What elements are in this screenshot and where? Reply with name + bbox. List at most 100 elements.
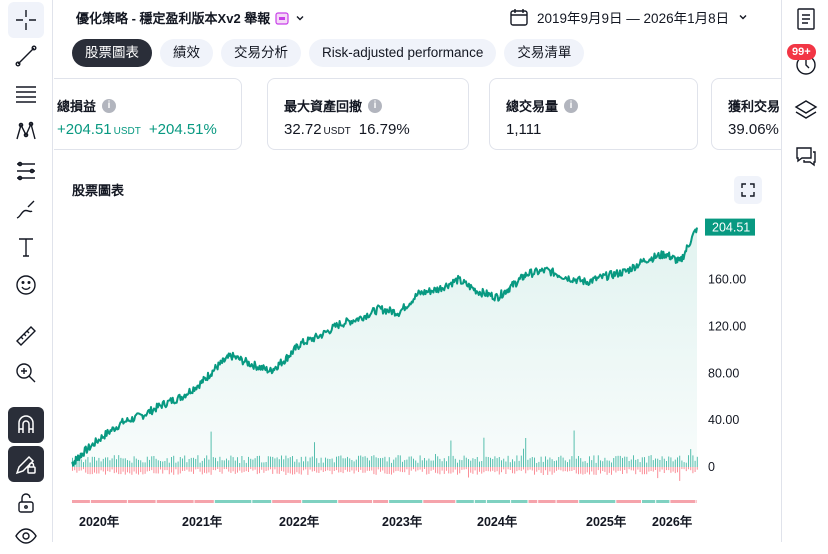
- trade-bar-negative: [256, 467, 258, 475]
- trade-bar-negative: [118, 467, 120, 475]
- lock-drawings-button[interactable]: [8, 446, 44, 482]
- magnet-mode-button[interactable]: [8, 407, 44, 443]
- trade-bar-negative: [261, 467, 263, 470]
- horizontal-lines-icon: [16, 86, 36, 103]
- text-tool-button[interactable]: [8, 229, 44, 265]
- x-tick-label: 2025年: [586, 514, 627, 529]
- ruler-tool-button[interactable]: [8, 318, 44, 354]
- trade-bar-negative: [615, 467, 617, 473]
- trade-bar-negative: [509, 467, 511, 470]
- trade-bar-negative: [219, 467, 221, 472]
- fib-tool-button[interactable]: [8, 153, 44, 189]
- trade-bar-negative: [679, 467, 681, 481]
- info-icon[interactable]: i: [564, 98, 579, 113]
- trade-bar-negative: [571, 467, 573, 471]
- chat-bubble-icon: [796, 147, 816, 167]
- y-tick-label: 120.00: [708, 320, 746, 334]
- trade-bar-negative: [250, 467, 252, 470]
- trend-line-tool-button[interactable]: [8, 38, 44, 74]
- info-icon[interactable]: i: [102, 98, 117, 113]
- emoji-tool-button[interactable]: [8, 267, 44, 303]
- trade-bar-negative: [184, 467, 186, 471]
- trade-bar-negative: [692, 467, 694, 474]
- trade-bar-negative: [538, 467, 540, 471]
- trade-bar-negative: [677, 467, 678, 473]
- drawdown-strip-segment: [579, 500, 616, 503]
- trade-bar-negative: [239, 467, 241, 471]
- tab-risk-adjusted[interactable]: Risk-adjusted performance: [309, 39, 497, 67]
- strategy-title[interactable]: 優化策略 - 穩定盈利版本Xv2 舉報: [76, 8, 306, 27]
- trade-bar-negative: [274, 467, 276, 470]
- trade-bar-negative: [366, 467, 368, 471]
- trade-bar-negative: [336, 467, 337, 471]
- horizontal-lines-tool-button[interactable]: [8, 76, 44, 112]
- trade-bar-negative: [221, 467, 223, 474]
- trade-bar-negative: [217, 467, 219, 469]
- trade-bar-negative: [195, 467, 197, 470]
- drawdown-strip-segment: [556, 500, 579, 503]
- tab-trade-list[interactable]: 交易清單: [504, 39, 585, 67]
- profitable-value: 39.06%: [728, 121, 779, 138]
- equity-chart[interactable]: 0 40.00 80.00 120.00 160.00 2020年 2021年 2022年 2…: [54, 200, 781, 542]
- trade-bar-negative: [96, 467, 98, 474]
- trade-bar-negative: [107, 467, 109, 472]
- trade-bar-negative: [540, 467, 542, 473]
- unlock-button[interactable]: [8, 485, 44, 521]
- trade-bar-negative: [569, 467, 571, 472]
- chat-button[interactable]: [791, 141, 821, 171]
- drawdown-strip-segment: [456, 500, 474, 503]
- visibility-button[interactable]: [8, 518, 44, 554]
- trade-bar-negative: [413, 467, 414, 470]
- drawdown-strip-segment: [474, 500, 486, 503]
- trade-bar-negative: [206, 467, 208, 474]
- trend-line-icon: [15, 45, 37, 67]
- trade-bar-negative: [527, 467, 529, 471]
- trade-bar-negative: [593, 467, 595, 475]
- crosshair-icon: [16, 10, 36, 30]
- crosshair-tool-button[interactable]: [8, 2, 44, 38]
- trade-bar-negative: [564, 467, 566, 472]
- trade-bar-negative: [487, 467, 489, 472]
- trade-bar-negative: [129, 467, 131, 474]
- expand-chart-button[interactable]: [734, 176, 762, 204]
- trade-bar-negative: [142, 467, 144, 475]
- trade-bar-negative: [369, 467, 370, 471]
- layers-button[interactable]: [791, 95, 821, 125]
- trade-bar-negative: [492, 467, 494, 471]
- trade-bar-negative: [476, 467, 478, 475]
- trade-bar-negative: [72, 467, 73, 471]
- trade-bar-negative: [100, 467, 102, 471]
- trade-bar-negative: [417, 467, 419, 471]
- brush-tool-button[interactable]: [8, 192, 44, 228]
- trade-bar-negative: [373, 467, 375, 475]
- layers-icon: [794, 100, 818, 119]
- zoom-in-tool-button[interactable]: [8, 355, 44, 391]
- pattern-tool-button[interactable]: [8, 113, 44, 149]
- chart-title: 股票圖表: [72, 183, 125, 198]
- trade-bar-negative: [94, 467, 95, 473]
- watchlist-button[interactable]: [791, 4, 821, 34]
- trade-bar-negative: [628, 467, 630, 470]
- y-tick-label: 0: [708, 460, 715, 474]
- trade-bar-negative: [397, 467, 399, 471]
- tab-equity-chart[interactable]: 股票圖表: [72, 39, 152, 67]
- info-icon[interactable]: i: [368, 98, 383, 113]
- drawing-toolbar: [0, 0, 53, 544]
- trade-bar-negative: [342, 467, 344, 474]
- trade-bar-negative: [410, 467, 412, 471]
- trade-bar-negative: [155, 467, 157, 474]
- tab-performance[interactable]: 績效: [160, 39, 213, 67]
- trade-bar-negative: [87, 467, 89, 474]
- trade-bar-negative: [190, 467, 192, 472]
- trade-bar-negative: [122, 467, 124, 472]
- trade-bar-negative: [305, 467, 307, 470]
- date-range-text: 2019年9月9日 — 2026年1月8日: [537, 11, 730, 26]
- expand-icon: [741, 183, 755, 197]
- trade-bar-negative: [516, 467, 518, 472]
- trade-bar-negative: [635, 467, 637, 475]
- date-range-selector[interactable]: 2019年9月9日 — 2026年1月8日: [509, 7, 749, 27]
- last-value-label: 204.51: [712, 221, 750, 235]
- tab-trade-analysis[interactable]: 交易分析: [221, 39, 301, 67]
- x-tick-label: 2023年: [382, 514, 423, 529]
- trade-bar-negative: [512, 467, 513, 474]
